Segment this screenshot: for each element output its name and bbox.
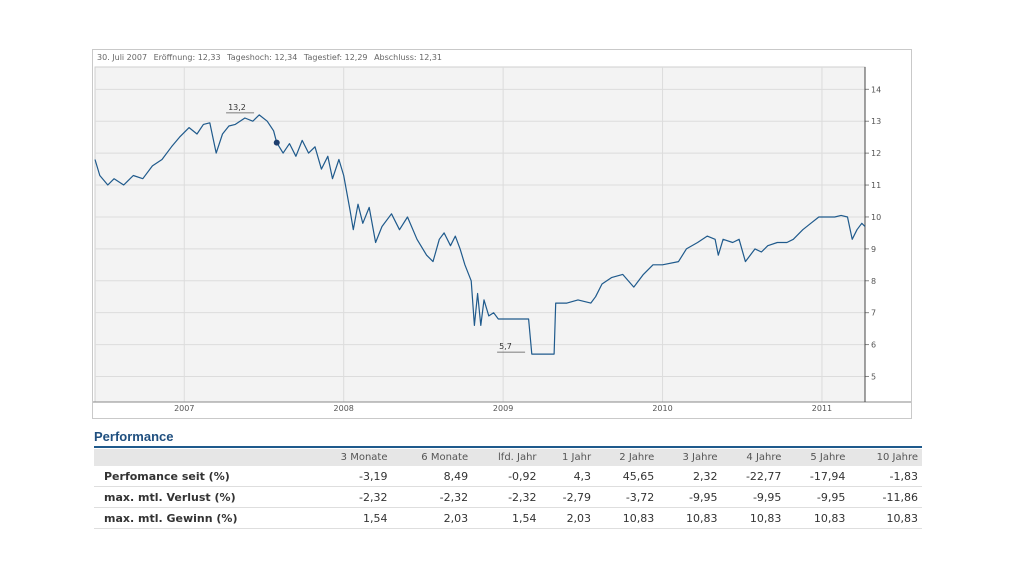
column-header: 1 Jahr	[540, 449, 596, 466]
table-cell: 10,83	[785, 507, 850, 529]
y-tick-label: 5	[871, 372, 876, 381]
y-tick-label: 7	[871, 309, 876, 318]
row-label: Perfomance seit (%)	[94, 466, 311, 487]
column-header: 4 Jahre	[721, 449, 786, 466]
table-cell: 1,54	[310, 507, 392, 529]
column-header: 6 Monate	[391, 449, 473, 466]
y-tick-label: 13	[871, 117, 881, 126]
table-cell: 4,3	[540, 466, 596, 487]
row-label: max. mtl. Gewinn (%)	[94, 507, 311, 529]
table-cell: 10,83	[721, 507, 786, 529]
table-cell: -9,95	[785, 486, 850, 508]
info-high: Tageshoch: 12,34	[227, 53, 298, 62]
annotation-label: 5,7	[499, 342, 512, 351]
table-cell: -3,19	[310, 466, 392, 487]
row-label: max. mtl. Verlust (%)	[94, 486, 311, 508]
table-cell: -2,32	[391, 486, 473, 508]
table-cell: 2,03	[540, 507, 596, 529]
y-tick-label: 8	[871, 277, 876, 286]
x-tick-label: 2007	[174, 404, 194, 413]
column-header: lfd. Jahr	[472, 449, 541, 466]
table-cell: 10,83	[595, 507, 659, 529]
table-row: max. mtl. Verlust (%) -2,32 -2,32 -2,32 -2,7…	[94, 486, 922, 508]
y-tick-label: 9	[871, 245, 876, 254]
header-blank	[94, 449, 311, 466]
table-cell: 1,54	[472, 507, 541, 529]
info-date: 30. Juli 2007	[97, 53, 148, 62]
table-cell: -2,32	[472, 486, 541, 508]
column-header: 3 Jahre	[658, 449, 722, 466]
info-low: Tagestief: 12,29	[303, 53, 368, 62]
table-row: max. mtl. Gewinn (%) 1,54 2,03 1,54 2,03 10,8…	[94, 507, 922, 529]
table-cell: -0,92	[472, 466, 541, 487]
performance-table: 3 Monate 6 Monate lfd. Jahr 1 Jahr 2 Jahre 3 …	[94, 449, 922, 529]
y-tick-label: 10	[871, 213, 881, 222]
table-cell: 2,03	[391, 507, 473, 529]
table-row: Perfomance seit (%) -3,19 8,49 -0,92 4,3 45,6…	[94, 466, 922, 487]
table-cell: -9,95	[658, 486, 722, 508]
table-cell: 10,83	[849, 507, 922, 529]
column-header: 10 Jahre	[849, 449, 922, 466]
price-chart: 30. Juli 2007 Eröffnung: 12,33 Tageshoch…	[92, 49, 912, 419]
table-cell: 8,49	[391, 466, 473, 487]
table-cell: -2,32	[310, 486, 392, 508]
y-tick-label: 14	[871, 85, 881, 94]
performance-title: Performance	[94, 429, 174, 444]
x-tick-label: 2008	[334, 404, 354, 413]
table-cell: -11,86	[849, 486, 922, 508]
table-cell: -2,79	[540, 486, 596, 508]
info-open: Eröffnung: 12,33	[153, 53, 221, 62]
column-header: 5 Jahre	[785, 449, 850, 466]
y-tick-label: 6	[871, 341, 876, 350]
chart-svg: 5 6 7 8 9 10 11 12 13 14 2007 2008 2009 2010 2011 13,2 5…	[93, 66, 911, 413]
chart-info-bar: 30. Juli 2007 Eröffnung: 12,33 Tageshoch…	[97, 53, 446, 62]
x-tick-label: 2011	[812, 404, 832, 413]
table-cell: -22,77	[721, 466, 786, 487]
annotation-label: 13,2	[228, 103, 246, 112]
table-cell: -1,83	[849, 466, 922, 487]
x-tick-label: 2009	[493, 404, 513, 413]
info-close: Abschluss: 12,31	[374, 53, 443, 62]
performance-rule	[94, 446, 922, 448]
table-cell: -17,94	[785, 466, 850, 487]
table-cell: 10,83	[658, 507, 722, 529]
column-header: 3 Monate	[310, 449, 392, 466]
table-cell: -9,95	[721, 486, 786, 508]
plot-area	[94, 66, 866, 403]
table-cell: -3,72	[595, 486, 659, 508]
current-marker	[273, 139, 280, 146]
performance-header-row: 3 Monate 6 Monate lfd. Jahr 1 Jahr 2 Jahre 3 …	[94, 449, 922, 466]
performance-body: Perfomance seit (%) -3,19 8,49 -0,92 4,3 45,6…	[94, 466, 922, 529]
table-cell: 45,65	[595, 466, 659, 487]
table-cell: 2,32	[658, 466, 722, 487]
y-tick-label: 11	[871, 181, 881, 190]
x-tick-label: 2010	[652, 404, 672, 413]
column-header: 2 Jahre	[595, 449, 659, 466]
y-tick-label: 12	[871, 149, 881, 158]
price-line	[94, 114, 866, 355]
